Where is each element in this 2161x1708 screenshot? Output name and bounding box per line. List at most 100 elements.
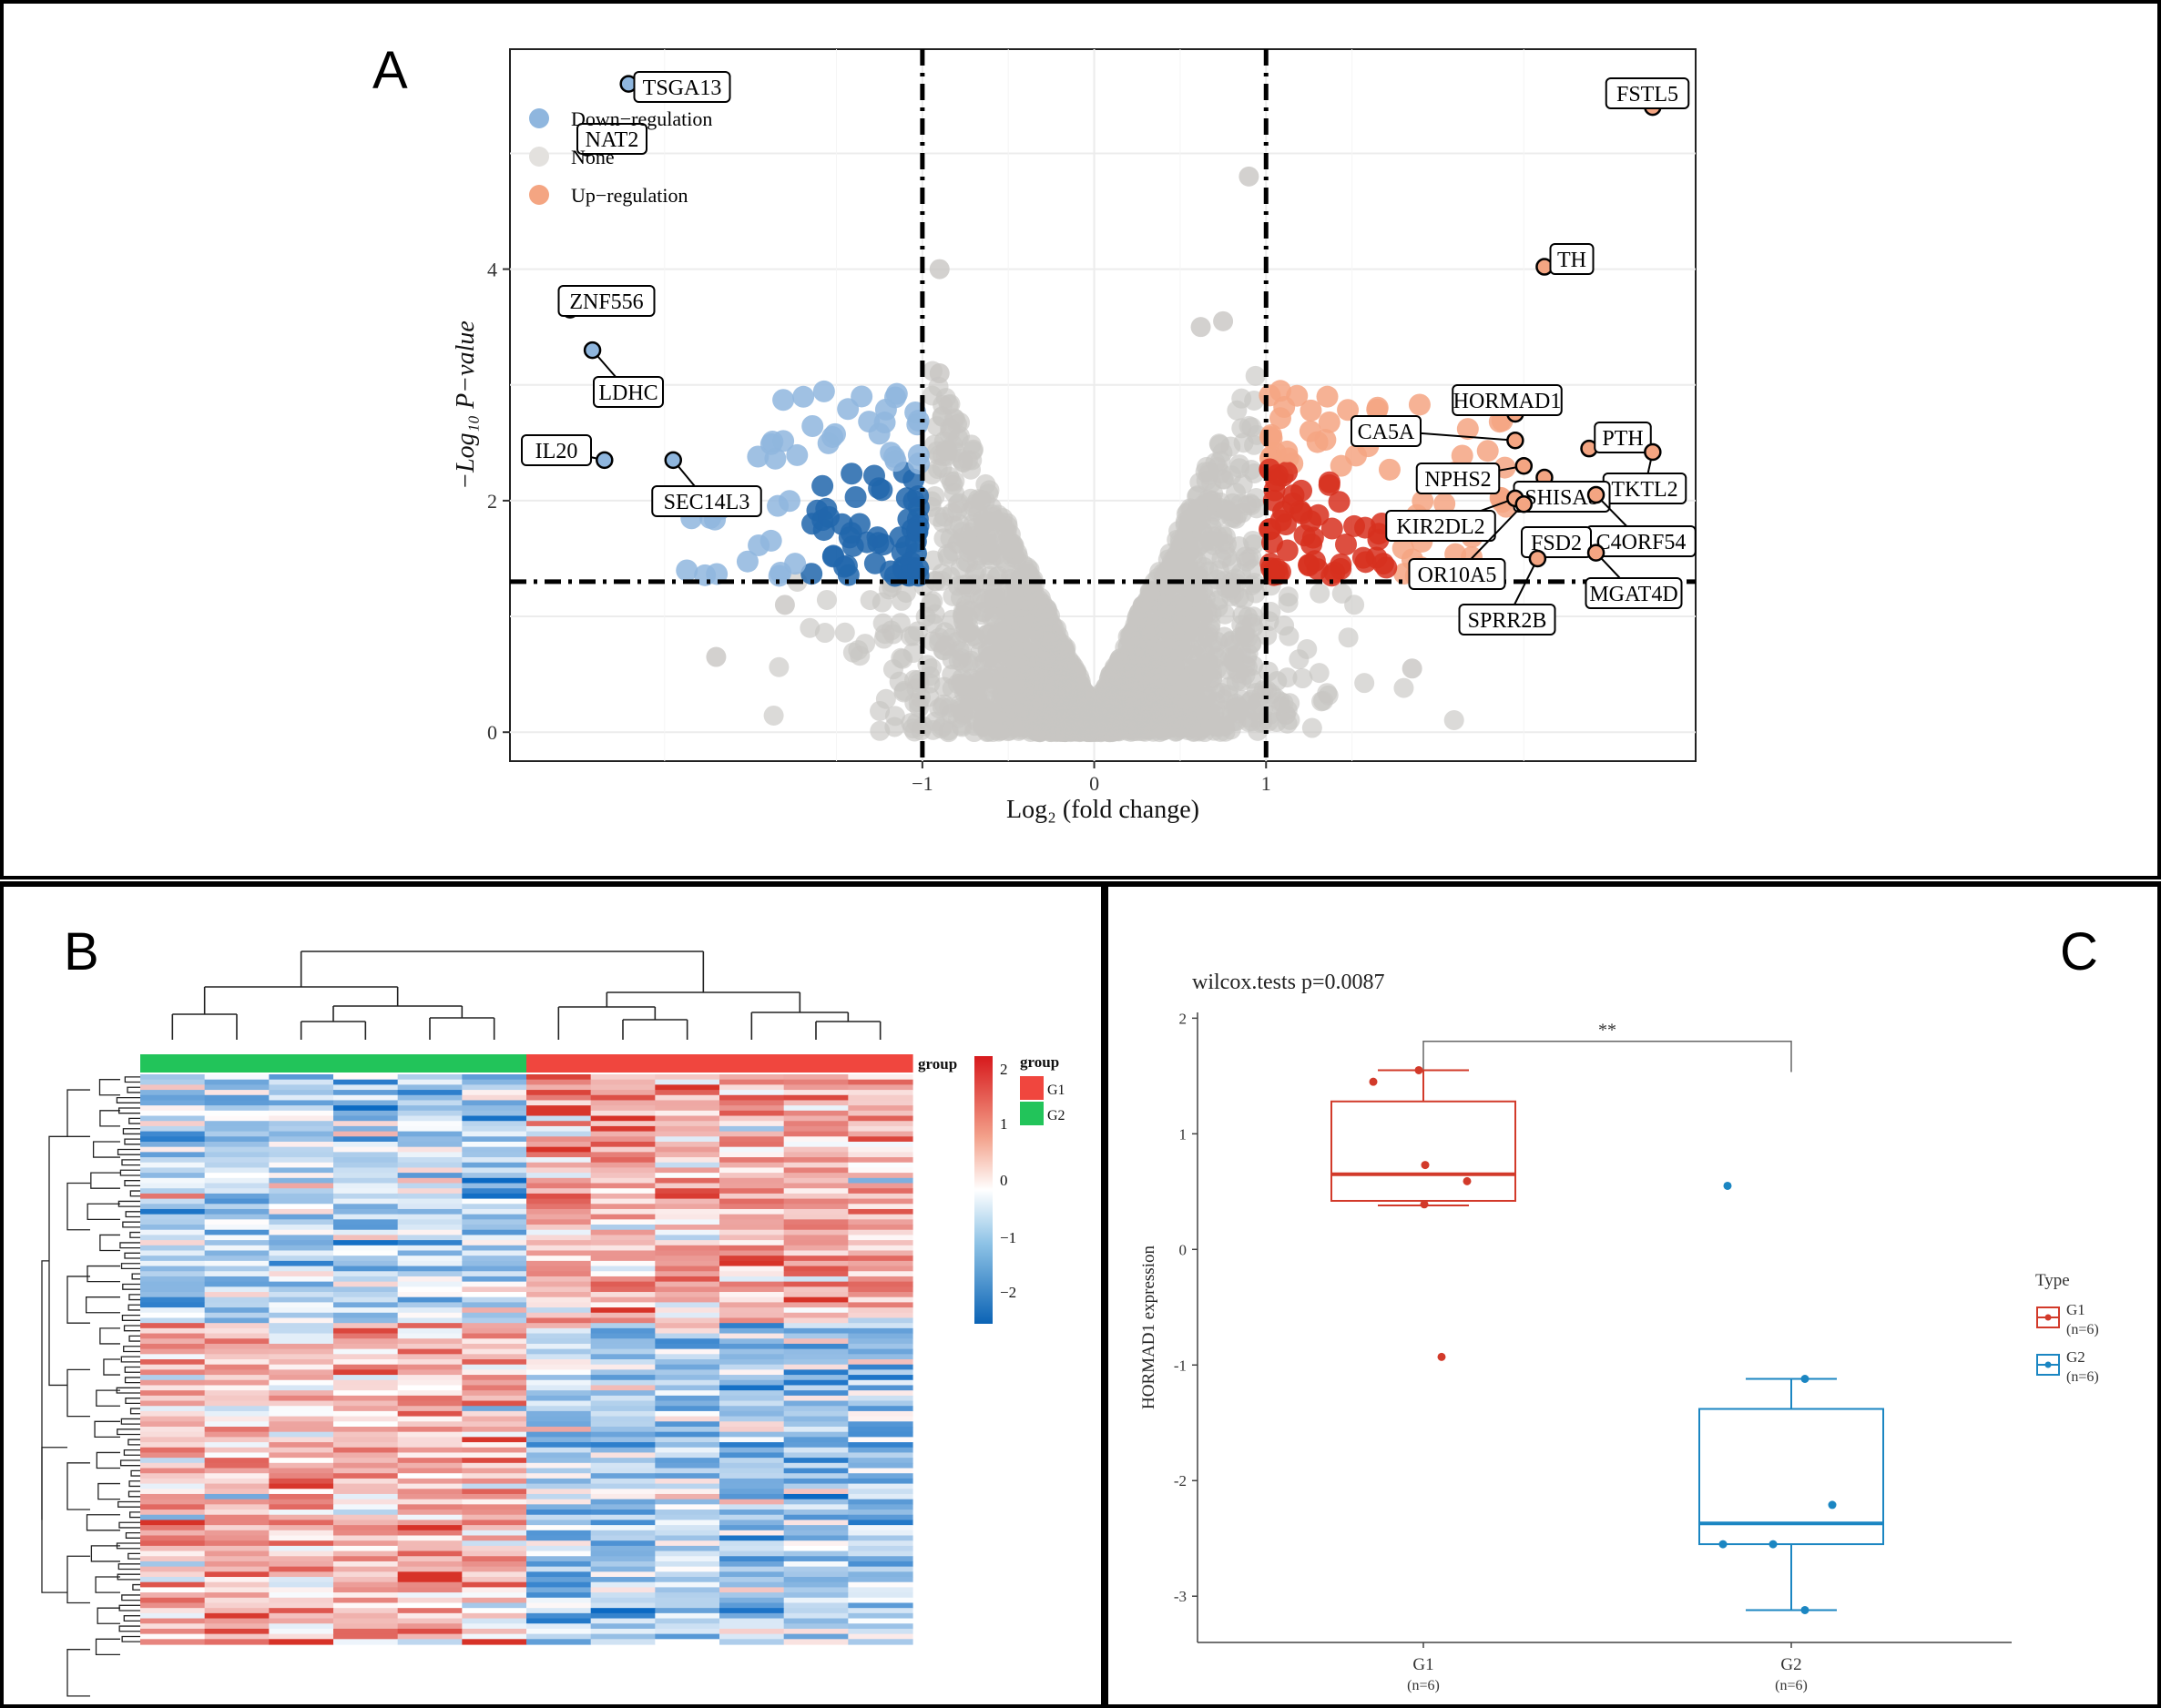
- heatmap-cell: [655, 1208, 720, 1215]
- heatmap-cell: [462, 1639, 527, 1645]
- heatmap-cell: [655, 1540, 720, 1547]
- dendrogram-branch: [119, 1169, 140, 1176]
- heatmap-cell: [590, 1416, 656, 1422]
- heatmap-cell: [655, 1260, 720, 1267]
- heatmap-cell: [526, 1489, 592, 1495]
- none-point: [1260, 602, 1281, 623]
- heatmap-cell: [783, 1136, 849, 1143]
- heatmap-cell: [140, 1333, 206, 1339]
- up-point: [1375, 556, 1398, 579]
- heatmap-cell: [590, 1473, 656, 1479]
- heatmap-cell: [269, 1400, 334, 1407]
- none-point: [874, 624, 895, 645]
- heatmap-cell: [204, 1375, 270, 1381]
- dendrogram-branch: [96, 1389, 120, 1407]
- group-legend-label: G2: [1047, 1108, 1065, 1123]
- up-point: [1307, 503, 1330, 526]
- dendrogram-branch: [122, 1221, 140, 1228]
- down-point: [800, 563, 823, 585]
- heatmap-cell: [655, 1354, 720, 1360]
- heatmap-cell: [590, 1462, 656, 1469]
- heatmap-cell: [333, 1520, 399, 1526]
- heatmap-cell: [333, 1152, 399, 1158]
- heatmap-cell: [590, 1530, 656, 1537]
- heatmap-cell: [783, 1100, 849, 1106]
- legend-label: Down−regulation: [571, 107, 712, 130]
- heatmap-cell: [140, 1162, 206, 1169]
- up-point: [1320, 517, 1343, 540]
- heatmap-cell: [783, 1235, 849, 1241]
- dendrogram-branch: [124, 1180, 140, 1187]
- heatmap-cell: [655, 1556, 720, 1562]
- heatmap-cell: [719, 1571, 785, 1578]
- heatmap-cell: [590, 1141, 656, 1148]
- heatmap-cell: [848, 1183, 913, 1189]
- heatmap-cell: [397, 1225, 463, 1231]
- heatmap-cell: [140, 1462, 206, 1469]
- down-point: [786, 443, 809, 466]
- heatmap-cell: [655, 1504, 720, 1510]
- none-point: [1190, 317, 1211, 338]
- down-point: [907, 443, 930, 466]
- heatmap-cell: [333, 1639, 399, 1645]
- none-point: [1146, 668, 1167, 689]
- heatmap-cell: [526, 1442, 592, 1449]
- group-bar-cell: [783, 1054, 849, 1073]
- none-point: [1028, 704, 1049, 725]
- heatmap-cell: [269, 1256, 334, 1262]
- heatmap-cell: [397, 1628, 463, 1635]
- heatmap-cell: [526, 1478, 592, 1485]
- heatmap-cell: [204, 1520, 270, 1526]
- heatmap-cell: [140, 1240, 206, 1246]
- heatmap-cell: [590, 1390, 656, 1397]
- heatmap-cell: [269, 1250, 334, 1256]
- heatmap-cell: [783, 1271, 849, 1277]
- none-point: [1150, 700, 1171, 721]
- none-point: [951, 716, 972, 737]
- heatmap-cell: [204, 1157, 270, 1164]
- heatmap-cell: [462, 1157, 527, 1164]
- heatmap-cell: [590, 1302, 656, 1308]
- heatmap-cell: [462, 1571, 527, 1578]
- heatmap-cell: [719, 1612, 785, 1620]
- heatmap-cell: [526, 1074, 592, 1081]
- heatmap-cell: [655, 1090, 720, 1096]
- heatmap-cell: [848, 1090, 913, 1096]
- none-point: [870, 720, 891, 741]
- heatmap-cell: [590, 1296, 656, 1303]
- heatmap-cell: [526, 1286, 592, 1293]
- heatmap-cell: [204, 1183, 270, 1189]
- heatmap-cell: [719, 1245, 785, 1252]
- heatmap-cell: [397, 1281, 463, 1287]
- dendrogram-branch: [98, 1079, 120, 1096]
- heatmap-cell: [462, 1100, 527, 1106]
- heatmap-cell: [655, 1214, 720, 1220]
- none-point: [1086, 702, 1106, 723]
- heatmap-cell: [526, 1162, 592, 1169]
- dendrogram-branch: [66, 1462, 90, 1510]
- heatmap-cell: [269, 1483, 334, 1489]
- heatmap-cell: [269, 1390, 334, 1397]
- up-point: [1378, 458, 1401, 481]
- heatmap-cell: [526, 1618, 592, 1624]
- heatmap-cell: [590, 1540, 656, 1547]
- heatmap-cell: [333, 1348, 399, 1355]
- heatmap-cell: [783, 1074, 849, 1081]
- heatmap-cell: [719, 1354, 785, 1360]
- group-bar-cell: [333, 1054, 399, 1073]
- heatmap-cell: [783, 1426, 849, 1433]
- heatmap-cell: [397, 1514, 463, 1521]
- heatmap-cell: [783, 1458, 849, 1464]
- heatmap-cell: [333, 1458, 399, 1464]
- none-point: [1208, 560, 1229, 581]
- heatmap-cell: [590, 1597, 656, 1604]
- heatmap-cell: [655, 1431, 720, 1438]
- heatmap-cell: [655, 1462, 720, 1469]
- heatmap-cell: [397, 1312, 463, 1319]
- heatmap-cell: [333, 1296, 399, 1303]
- dendrogram-branch: [95, 1638, 120, 1656]
- heatmap-cell: [140, 1204, 206, 1210]
- group-bar-label: group: [918, 1055, 957, 1073]
- heatmap-cell: [397, 1167, 463, 1174]
